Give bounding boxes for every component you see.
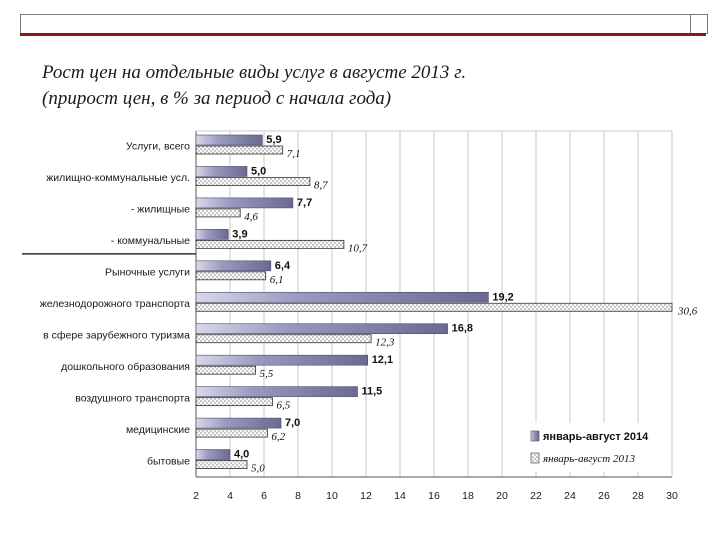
x-tick-label: 20 [496,490,508,502]
x-tick-label: 4 [227,490,233,502]
value-label-2013: 6,1 [270,274,284,286]
value-label-2013: 6,2 [271,431,285,443]
slide-header-rule [20,33,706,36]
x-tick-label: 2 [193,490,199,502]
x-tick-label: 26 [598,490,610,502]
chart-title-line1: Рост цен на отдельные виды услуг в авгус… [42,62,467,83]
legend-swatch-2014 [530,430,540,442]
x-tick-label: 18 [462,490,474,502]
value-label-2014: 11,5 [362,386,383,398]
x-tick-label: 6 [261,490,267,502]
x-tick-label: 24 [564,490,576,502]
x-tick-label: 8 [295,490,301,502]
category-label: - жилищные [131,204,190,216]
legend-swatch-2013 [530,452,540,464]
x-tick-label: 16 [428,490,440,502]
category-label: дошкольного образования [61,361,190,373]
value-label-2014: 7,7 [297,197,312,209]
bar-2014 [195,197,294,209]
value-label-2013: 10,7 [348,242,368,254]
bar-2013 [195,334,372,344]
bar-2013 [195,302,673,312]
bar-2013 [195,208,241,218]
value-label-2013: 4,6 [244,211,258,223]
bar-2013 [195,177,311,186]
chart-title: Рост цен на отдельные виды услуг в авгус… [42,60,702,112]
value-label-2013: 6,5 [277,400,291,412]
bar-2014 [195,354,368,366]
bar-2013 [195,145,284,155]
value-label-2014: 7,0 [285,417,300,429]
chart-title-line2: (прирост цен, в % за период с начала год… [42,88,392,109]
bar-2013 [195,397,273,407]
bar-2013 [195,428,268,438]
value-label-2014: 5,9 [266,134,281,146]
legend: январь-август 2014 январь-август 2013 [526,422,670,472]
bar-2013 [195,365,256,375]
category-label: жилищно-коммунальные усл. [46,172,190,184]
bar-2013 [195,271,267,281]
value-label-2014: 3,9 [232,228,247,240]
x-tick-label: 12 [360,490,372,502]
category-label: железнодорожного транспорта [40,298,190,310]
x-tick-label: 22 [530,490,542,502]
value-label-2013: 8,7 [314,179,328,191]
bar-2014 [195,449,231,460]
value-label-2013: 12,3 [375,337,395,349]
bar-2014 [195,134,263,146]
bar-2014 [195,166,248,177]
x-tick-label: 14 [394,490,406,502]
legend-label-2013: январь-август 2013 [542,453,635,465]
legend-label-2014: январь-август 2014 [543,431,649,443]
category-label: медицинские [126,424,190,436]
value-label-2014: 12,1 [372,354,393,366]
category-label: - коммунальные [111,235,190,247]
bar-2014 [195,291,489,303]
bar-2014 [195,323,448,335]
x-tick-label: 28 [632,490,644,502]
value-label-2013: 30,6 [677,305,698,317]
value-label-2013: 5,0 [251,463,265,475]
bar-2014 [195,386,358,397]
x-tick-label: 10 [326,490,338,502]
bars-layer [195,134,673,469]
category-label: бытовые [147,455,190,467]
category-label: в сфере зарубежного туризма [43,329,190,341]
legend-box [526,422,670,472]
value-label-2014: 5,0 [251,165,266,177]
value-label-2013: 5,5 [260,368,274,380]
category-label: воздушного транспорта [75,392,190,404]
bar-2014 [195,260,272,272]
bar-2013 [195,460,248,469]
category-label: Услуги, всего [126,141,190,153]
bar-2014 [195,229,229,240]
value-label-2013: 7,1 [287,148,301,160]
value-label-2014: 19,2 [492,291,513,303]
value-label-2014: 16,8 [452,323,473,335]
value-label-2014: 4,0 [234,449,249,461]
bar-2013 [195,239,345,249]
bar-2014 [195,417,282,429]
x-tick-label: 30 [666,490,678,502]
category-label: Рыночные услуги [105,267,190,279]
value-label-2014: 6,4 [275,260,291,272]
